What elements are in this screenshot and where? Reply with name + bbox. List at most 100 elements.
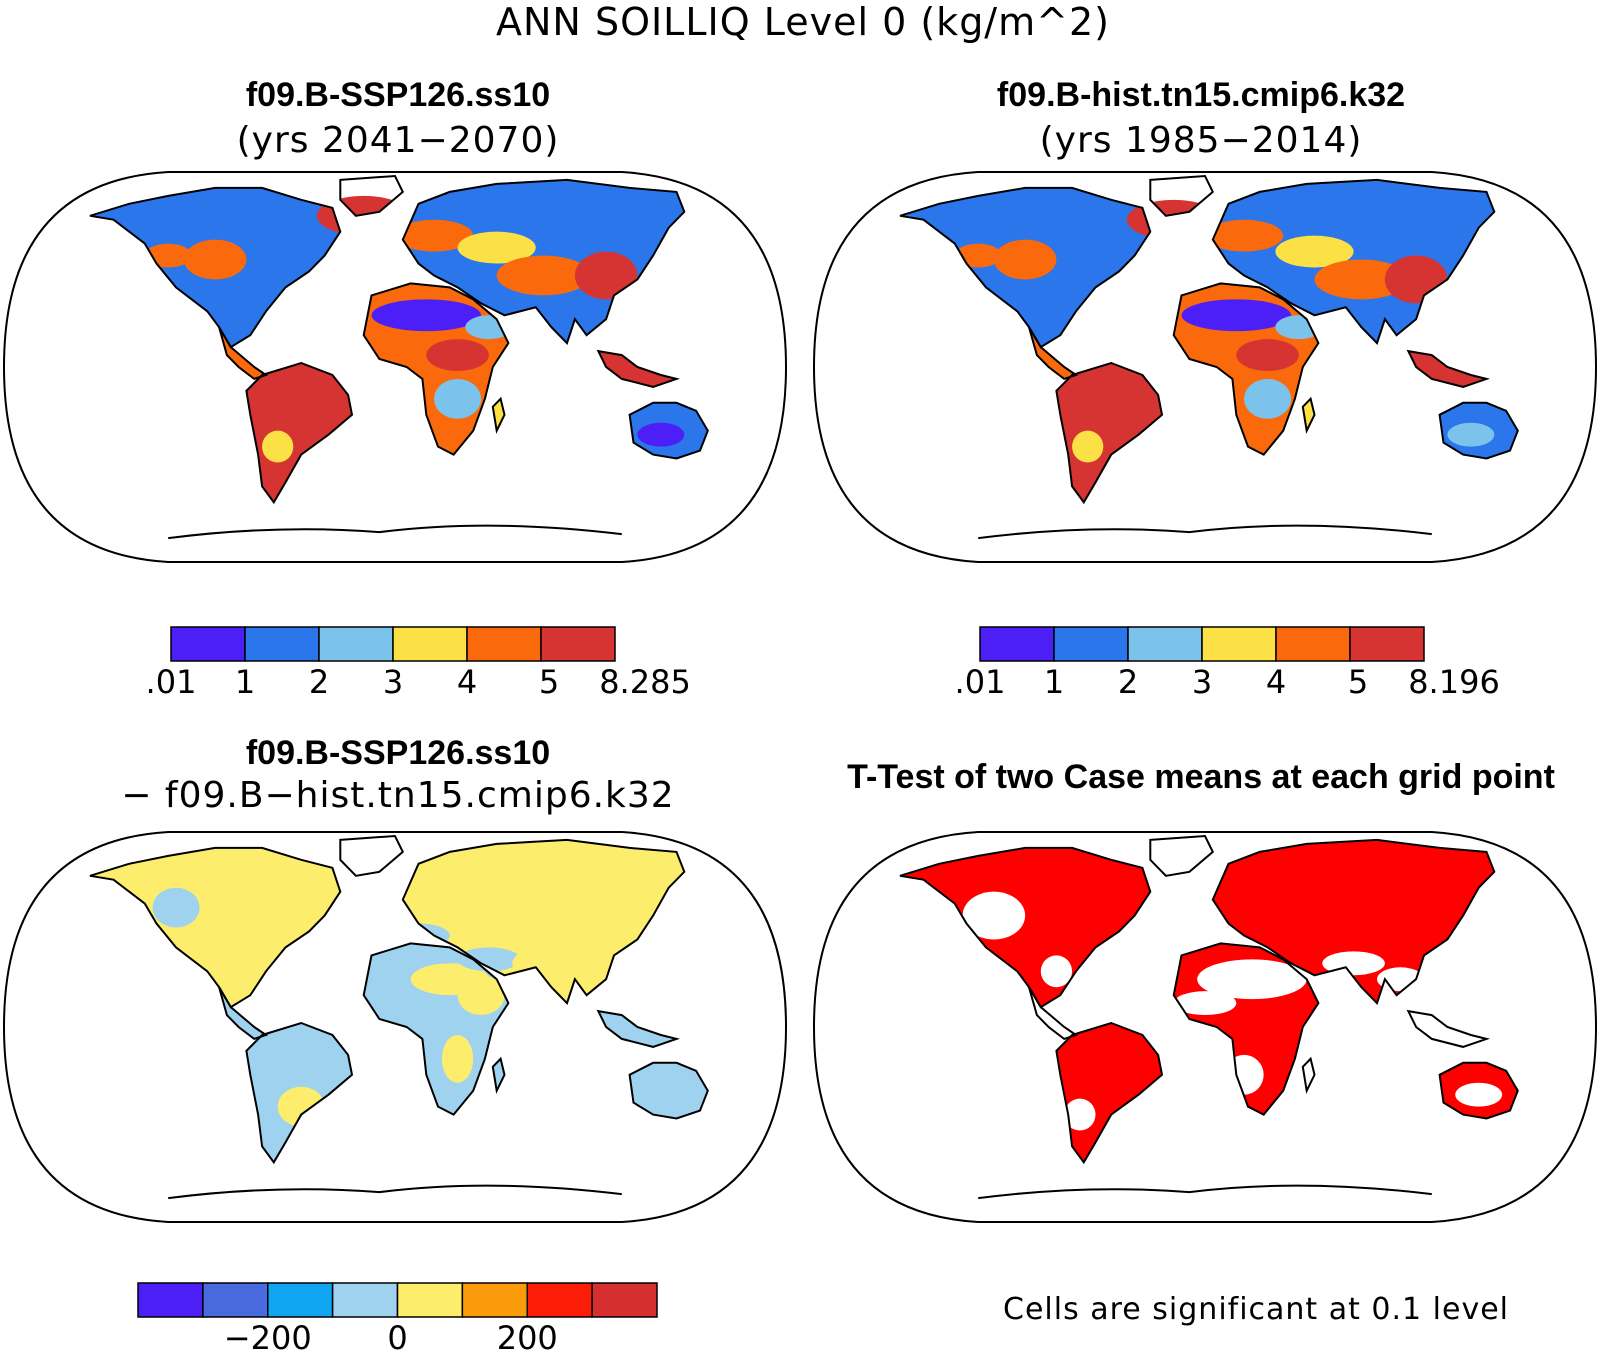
colorbar-2-tick-label: 3 [1191,663,1213,701]
coastline [401,178,686,345]
panel-2-title: f09.B-hist.tn15.cmip6.k32 [996,76,1406,114]
central-america-landmass [219,987,266,1039]
colorbar-swatch [466,626,542,662]
colorbar-swatch [1201,626,1277,662]
field-patch [1455,1082,1503,1107]
colorbar-swatch [267,1282,334,1318]
map-panel-2 [812,170,1598,564]
greenland-landmass [340,836,403,876]
coastline [596,349,681,388]
colorbar-2-tick-label: 8.196 [1408,663,1500,701]
field-patch [1079,378,1143,411]
colorbar-swatch [396,1282,464,1318]
colorbar-swatch [461,1282,528,1318]
colorbar-swatch [526,1282,593,1318]
field-patch [152,887,200,928]
coastline [1149,174,1215,217]
coastline [899,846,1152,1009]
coastline [339,834,405,877]
coastline [1438,401,1519,460]
coastline [89,846,342,1009]
field-patch [1064,1098,1096,1131]
field-patch [395,219,474,252]
map-panel-1 [2,170,788,564]
field-patch [637,422,685,447]
coastline [1211,838,1496,1005]
colorbar-3-tick-label: −200 [223,1319,312,1357]
coastline [899,186,1152,349]
colorbar-2-tick-label: .01 [954,663,1006,701]
field-patch [1173,991,1237,1016]
coastline [1055,361,1164,505]
colorbar-1-tick-label: 4 [456,663,478,701]
field-patch [1314,259,1409,300]
field-patch [1181,299,1292,332]
coastline [362,282,510,456]
north-america-landmass [90,847,341,1008]
field-patch [269,378,333,411]
coastline [1211,178,1496,345]
colorbar-swatch [540,626,616,662]
colorbar-1-tick-label: 2 [308,663,330,701]
colorbar-1-tick-label: 1 [234,663,256,701]
colorbar-swatch [318,626,394,662]
indonesia-landmass [598,1011,677,1047]
map-panel-4 [812,830,1598,1224]
panel-3-title: f09.B-SSP126.ss10 [245,734,551,772]
coastline [245,361,354,505]
colorbar-swatch [392,626,468,662]
map-panel-3 [2,830,788,1224]
coastline [401,838,686,1005]
field-patch [1244,378,1292,419]
significance-note: Cells are significant at 0.1 level [1003,1292,1510,1327]
map-border [812,170,1598,564]
coastline [1172,942,1320,1116]
field-patch [371,299,482,332]
coastline [628,1061,709,1120]
field-patch [262,430,294,463]
field-patch [993,239,1057,280]
colorbar-1-tick-label: .01 [145,663,197,701]
colorbar-swatch [1053,626,1129,662]
field-patch [496,255,591,296]
colorbar-2-tick-label: 2 [1117,663,1139,701]
panel-1-title: f09.B-SSP126.ss10 [245,76,551,114]
antarctica-coastline [978,1184,1432,1200]
field-patch [1072,430,1104,463]
europe-asia-landmass [1212,839,1495,1004]
colorbar-3-tick-label: 0 [387,1319,408,1357]
field-patch [136,203,231,228]
colorbar-swatch [202,1282,269,1318]
map-border [2,830,788,1224]
figure-title: ANN SOILLIQ Level 0 (kg/m^2) [496,0,1110,44]
colorbar-swatch [170,626,246,662]
colorbar-swatch [331,1282,399,1318]
field-patch [1197,959,1307,1000]
colorbar-swatch [979,626,1055,662]
panel-3-subtitle: − f09.B−hist.tn15.cmip6.k32 [121,775,675,816]
central-america-landmass [1029,327,1076,379]
field-patch [574,251,638,300]
colorbar-swatch [244,626,320,662]
antarctica-coastline [168,524,622,540]
indonesia-landmass [1408,351,1487,387]
coastline [245,1021,354,1165]
coastline [362,942,510,1116]
field-patch [441,1034,474,1083]
colorbar-swatch [1275,626,1351,662]
coastline [491,1056,506,1094]
coastline [1301,1056,1316,1094]
coastline [1406,349,1491,388]
colorbar-swatch [137,1282,204,1318]
europe-asia-landmass [402,839,685,1004]
panel-4-title: T-Test of two Case means at each grid po… [847,758,1555,796]
colorbar-1-tick-label: 3 [382,663,404,701]
antarctica-coastline [978,524,1432,540]
coastline [1149,834,1215,877]
field-patch [1205,219,1284,252]
coastline [491,396,506,434]
field-patch [434,378,482,419]
indonesia-landmass [598,351,677,387]
coastline [89,186,342,349]
coastline [1172,282,1320,456]
